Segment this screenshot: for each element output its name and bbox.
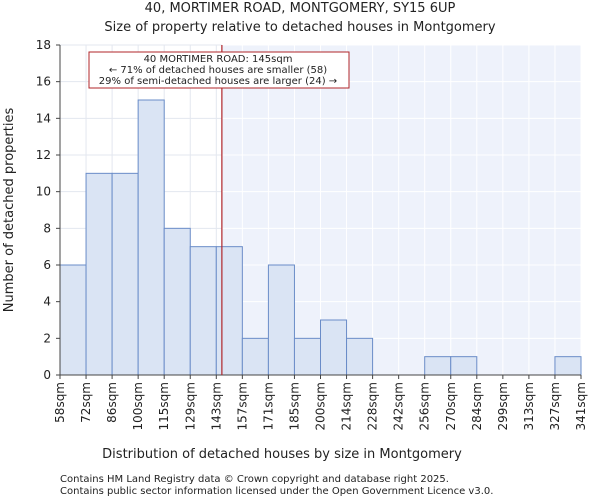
bar	[267, 264, 295, 376]
x-tick-label: 228sqm	[366, 382, 380, 430]
x-tick-label: 270sqm	[444, 382, 458, 430]
bar	[215, 246, 243, 376]
y-tick-label: 2	[43, 331, 51, 345]
x-tick-label: 284sqm	[470, 382, 484, 430]
x-tick-label: 58sqm	[53, 382, 67, 423]
annotation-line-3: 29% of semi-detached houses are larger (…	[99, 76, 337, 87]
bar	[137, 99, 165, 376]
bar	[320, 319, 348, 376]
bar	[450, 356, 478, 376]
x-tick-label: 157sqm	[235, 382, 249, 430]
x-tick-label: 200sqm	[314, 382, 328, 430]
x-tick-label: 299sqm	[496, 382, 510, 430]
y-tick-label: 8	[43, 221, 51, 235]
x-tick-label: 341sqm	[574, 382, 588, 430]
y-tick-label: 12	[36, 148, 51, 162]
x-tick-label: 242sqm	[392, 382, 406, 430]
x-tick-label: 256sqm	[418, 382, 432, 430]
y-tick-label: 4	[43, 295, 51, 309]
x-tick-label: 115sqm	[157, 382, 171, 430]
x-tick-label: 171sqm	[261, 382, 275, 430]
annotation-box: 40 MORTIMER ROAD: 145sqm ← 71% of detach…	[88, 51, 350, 89]
chart-title: 40, MORTIMER ROAD, MONTGOMERY, SY15 6UP	[145, 1, 456, 16]
annotation-line-2: ← 71% of detached houses are smaller (58…	[109, 65, 327, 76]
x-axis-label: Distribution of detached houses by size …	[102, 447, 462, 462]
y-axis-label: Number of detached properties	[2, 108, 17, 313]
x-tick-label: 327sqm	[548, 382, 562, 430]
bar	[424, 356, 452, 376]
bar	[111, 172, 139, 376]
y-tick-label: 16	[36, 75, 51, 89]
footer-line-2: Contains public sector information licen…	[60, 486, 493, 497]
x-tick-label: 185sqm	[287, 382, 301, 430]
bar	[554, 356, 582, 376]
y-tick-label: 10	[36, 185, 51, 199]
x-tick-label: 129sqm	[183, 382, 197, 430]
chart-subtitle: Size of property relative to detached ho…	[104, 20, 496, 35]
bars	[59, 99, 582, 376]
bar	[59, 264, 87, 376]
bar	[293, 337, 322, 376]
x-tick-label: 143sqm	[209, 382, 223, 430]
x-ticks: 58sqm 72sqm 86sqm 100sqm 115sqm 129sqm 143sqm 1…	[53, 375, 588, 430]
annotation-line-1: 40 MORTIMER ROAD: 145sqm	[144, 54, 293, 65]
y-tick-label: 0	[43, 368, 51, 382]
y-tick-label: 6	[43, 258, 51, 272]
bar	[346, 337, 374, 376]
bar	[241, 337, 269, 376]
x-tick-label: 86sqm	[105, 382, 119, 423]
x-tick-label: 214sqm	[340, 382, 354, 430]
x-tick-label: 313sqm	[522, 382, 536, 430]
footer-line-1: Contains HM Land Registry data © Crown c…	[60, 474, 449, 485]
y-tick-label: 14	[36, 111, 51, 125]
x-tick-label: 100sqm	[131, 382, 145, 430]
bar	[189, 246, 217, 376]
annotation-border	[88, 51, 350, 89]
y-ticks: 0 2 4 6 8 10 12 14 16 18	[36, 38, 60, 382]
bar	[163, 227, 191, 376]
x-tick-label: 72sqm	[79, 382, 93, 423]
y-tick-label: 18	[36, 38, 51, 52]
bar	[85, 172, 113, 376]
